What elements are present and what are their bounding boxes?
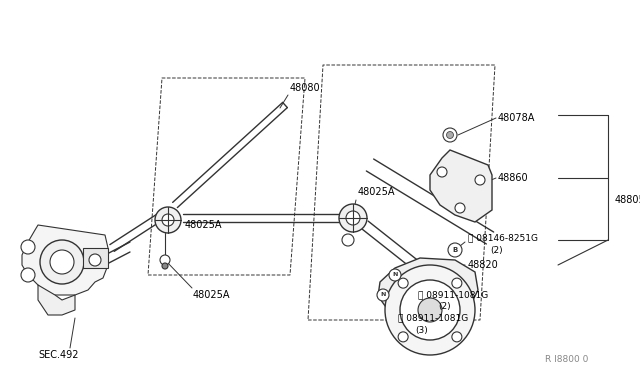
Circle shape — [475, 175, 485, 185]
Text: 48025A: 48025A — [185, 220, 223, 230]
Text: 48860: 48860 — [498, 173, 529, 183]
Text: (2): (2) — [490, 246, 502, 254]
Polygon shape — [38, 285, 75, 315]
Circle shape — [447, 131, 454, 138]
Circle shape — [398, 278, 408, 288]
Circle shape — [452, 278, 462, 288]
Circle shape — [89, 254, 101, 266]
Circle shape — [455, 203, 465, 213]
Circle shape — [418, 298, 442, 322]
Circle shape — [448, 243, 462, 257]
Circle shape — [437, 167, 447, 177]
Circle shape — [160, 255, 170, 265]
Text: 48080: 48080 — [290, 83, 321, 93]
Polygon shape — [378, 258, 478, 322]
Text: N: N — [392, 273, 397, 278]
Circle shape — [339, 204, 367, 232]
Text: Ⓝ 08911-1081G: Ⓝ 08911-1081G — [418, 291, 488, 299]
Circle shape — [162, 263, 168, 269]
Text: SEC.492: SEC.492 — [38, 350, 79, 360]
Circle shape — [21, 268, 35, 282]
Text: N: N — [380, 292, 386, 298]
Text: 48025A: 48025A — [358, 187, 396, 197]
Polygon shape — [83, 248, 108, 268]
Circle shape — [40, 240, 84, 284]
Text: 48820: 48820 — [468, 260, 499, 270]
Circle shape — [398, 332, 408, 342]
Text: 48805: 48805 — [615, 195, 640, 205]
Circle shape — [162, 214, 174, 226]
Text: Ⓝ 08911-1081G: Ⓝ 08911-1081G — [398, 314, 468, 323]
Circle shape — [389, 269, 401, 281]
Text: B: B — [452, 247, 458, 253]
Circle shape — [342, 234, 354, 246]
Circle shape — [346, 211, 360, 225]
Circle shape — [385, 265, 475, 355]
Text: 48078A: 48078A — [498, 113, 536, 123]
Text: (3): (3) — [415, 326, 428, 334]
Polygon shape — [22, 225, 108, 295]
Circle shape — [50, 250, 74, 274]
Polygon shape — [430, 150, 492, 222]
Circle shape — [400, 280, 460, 340]
Text: Ⓑ 08146-8251G: Ⓑ 08146-8251G — [468, 234, 538, 243]
Circle shape — [21, 240, 35, 254]
Text: 48025A: 48025A — [193, 290, 230, 300]
Text: R I8800 0: R I8800 0 — [545, 356, 588, 365]
Circle shape — [155, 207, 181, 233]
Circle shape — [377, 289, 389, 301]
Text: (2): (2) — [438, 302, 451, 311]
Circle shape — [443, 128, 457, 142]
Circle shape — [452, 332, 462, 342]
